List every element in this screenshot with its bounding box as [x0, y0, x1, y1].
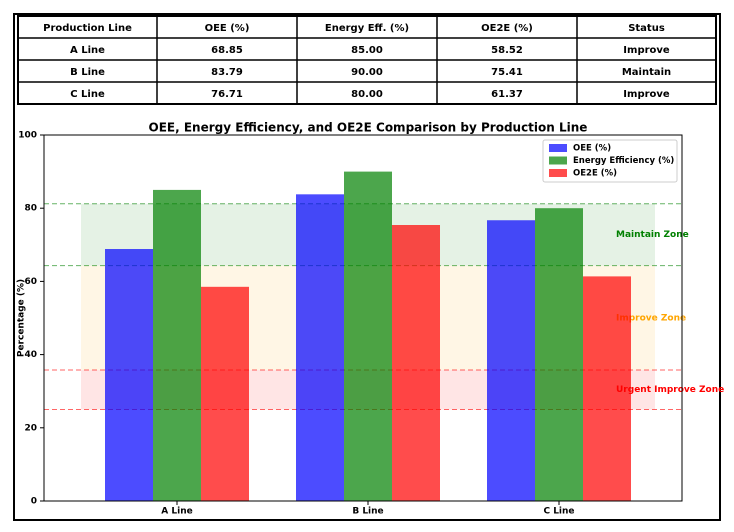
outer-frame	[13, 13, 721, 521]
table-cell: 90.00	[351, 67, 383, 78]
legend-label: OEE (%)	[573, 144, 611, 154]
y-tick-label: 0	[31, 497, 37, 507]
bar	[105, 249, 153, 501]
table-cell: 58.52	[491, 45, 523, 56]
x-tick-label: B Line	[352, 507, 383, 517]
bar	[487, 220, 535, 501]
table-cell: Improve	[623, 45, 670, 56]
legend-box	[542, 139, 678, 183]
y-tick-label: 100	[18, 131, 37, 141]
zone-label: Improve Zone	[616, 313, 686, 323]
header-cell: OEE (%)	[205, 23, 250, 34]
table-cell: 75.41	[491, 67, 523, 78]
y-tick-label: 60	[24, 277, 37, 287]
y-tick-label: 80	[24, 204, 37, 214]
x-tick-label: A Line	[161, 507, 192, 517]
y-tick-label: 40	[24, 350, 37, 360]
bar	[392, 224, 440, 502]
legend-swatch	[549, 156, 567, 165]
header-cell: OE2E (%)	[481, 23, 533, 34]
header-cell: Status	[628, 23, 665, 34]
chart: OEE, Energy Efficiency, and OE2E Compari…	[17, 121, 725, 517]
bar	[296, 194, 344, 501]
table-cell: Maintain	[622, 67, 671, 78]
legend-swatch	[549, 169, 567, 177]
x-tick-label: C Line	[543, 507, 574, 517]
table: Production Line OEE (%) Energy Eff. (%) OE2…	[17, 15, 717, 105]
bar	[535, 208, 583, 501]
header-cell: Energy Eff. (%)	[325, 23, 409, 34]
table-cell: C Line	[70, 89, 105, 100]
table-cell: B Line	[70, 67, 105, 78]
table-cell: Improve	[623, 89, 670, 100]
table-cell: 80.00	[351, 89, 383, 100]
legend-label: Energy Efficiency (%)	[573, 156, 674, 166]
bar	[344, 171, 392, 501]
zone-label: Maintain Zone	[616, 230, 689, 240]
bar	[583, 276, 631, 501]
table-cell: 68.85	[211, 45, 243, 56]
y-tick-label: 20	[24, 423, 37, 433]
table-cell: 85.00	[351, 45, 383, 56]
bar	[201, 286, 249, 501]
legend-label: OE2E (%)	[573, 169, 617, 179]
table-cell: 76.71	[211, 89, 243, 100]
header-cell: Production Line	[43, 23, 132, 34]
table-cell: 83.79	[211, 67, 243, 78]
zone-label: Urgent Improve Zone	[616, 385, 724, 395]
legend-swatch	[549, 144, 567, 152]
table-cell: A Line	[70, 45, 105, 56]
bar	[153, 189, 201, 501]
plot-frame	[43, 134, 683, 502]
chart-title: OEE, Energy Efficiency, and OE2E Compari…	[149, 121, 588, 135]
table-cell: 61.37	[491, 89, 523, 100]
y-axis-label: Percentage (%)	[17, 279, 27, 357]
